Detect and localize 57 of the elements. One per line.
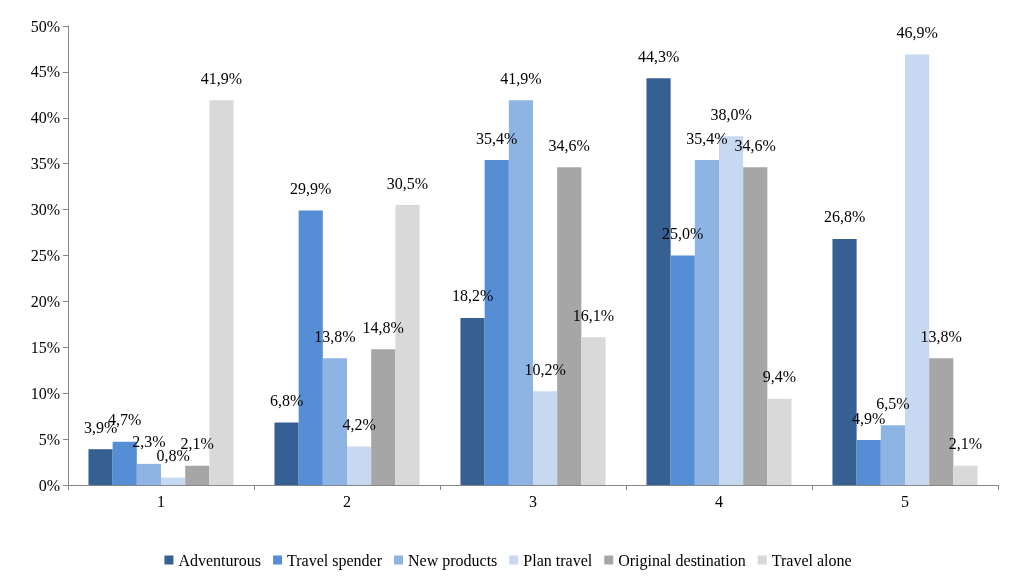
y-tick-label: 5% xyxy=(38,430,60,448)
bar xyxy=(460,317,485,485)
legend-label: Plan travel xyxy=(523,551,593,569)
data-label: 2,3% xyxy=(132,433,166,451)
legend-label: Original destination xyxy=(618,551,746,570)
x-tick-label: 4 xyxy=(715,492,723,510)
x-tick-label: 3 xyxy=(529,492,537,510)
bar xyxy=(161,477,186,485)
data-label: 34,6% xyxy=(548,136,590,154)
bar xyxy=(670,255,695,485)
y-tick-label: 10% xyxy=(30,384,60,402)
bar xyxy=(274,422,299,485)
data-label: 4,2% xyxy=(342,415,376,433)
x-tick-label: 1 xyxy=(157,492,165,510)
legend-label: Travel alone xyxy=(771,551,852,569)
data-label: 26,8% xyxy=(823,208,866,226)
data-label: 41,9% xyxy=(200,69,243,87)
data-label: 35,4% xyxy=(686,129,728,147)
data-label: 46,9% xyxy=(896,23,938,41)
bar xyxy=(136,463,161,485)
y-tick-label: 50% xyxy=(30,17,60,35)
y-tick-label: 0% xyxy=(38,476,60,494)
legend-label: Adventurous xyxy=(178,551,262,569)
data-label: 35,4% xyxy=(476,129,518,147)
bar xyxy=(581,337,606,485)
data-label: 10,2% xyxy=(524,360,566,378)
x-tick-label: 2 xyxy=(343,492,351,510)
y-tick-label: 30% xyxy=(30,201,60,219)
y-tick-label: 20% xyxy=(30,292,60,310)
y-tick-label: 25% xyxy=(30,247,60,264)
data-label: 9,4% xyxy=(762,368,797,386)
bar xyxy=(767,398,792,485)
bar xyxy=(880,425,905,485)
y-tick-label: 15% xyxy=(30,338,60,356)
y-tick-label: 45% xyxy=(30,63,60,81)
data-label: 2,1% xyxy=(948,435,983,453)
data-label: 34,6% xyxy=(734,136,776,154)
bar xyxy=(856,440,881,485)
data-label: 29,9% xyxy=(290,180,332,198)
bar xyxy=(347,446,372,485)
bar xyxy=(953,465,978,485)
bar xyxy=(533,391,558,485)
y-tick-label: 40% xyxy=(30,109,60,127)
x-tick-label: 5 xyxy=(901,492,909,510)
data-label: 14,8% xyxy=(362,318,404,336)
legend-label: Travel spender xyxy=(287,551,383,570)
legend-label: New products xyxy=(408,551,498,570)
data-label: 16,1% xyxy=(572,306,615,324)
data-label: 13,8% xyxy=(920,327,962,345)
data-label: 38,0% xyxy=(710,105,752,123)
y-tick-label: 35% xyxy=(30,155,60,173)
bar xyxy=(88,449,113,485)
data-label: 30,5% xyxy=(386,174,429,192)
bar xyxy=(185,465,210,485)
data-label: 6,5% xyxy=(876,394,910,412)
data-label: 44,3% xyxy=(637,47,680,65)
data-label: 41,9% xyxy=(500,69,542,87)
